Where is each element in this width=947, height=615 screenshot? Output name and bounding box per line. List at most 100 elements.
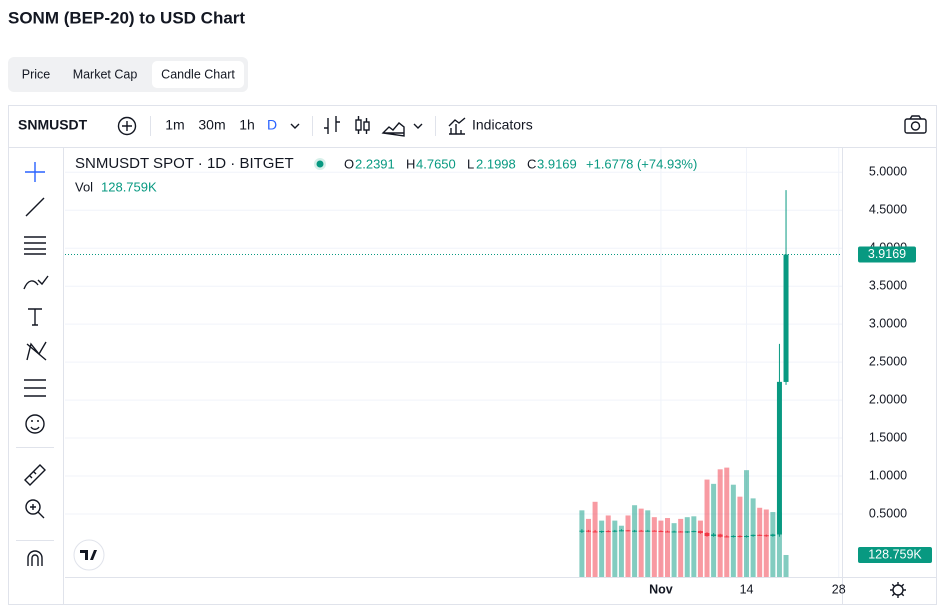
area-icon[interactable] (381, 122, 405, 137)
tab-active-bg (152, 61, 244, 88)
volume-bar (579, 510, 585, 577)
series-title: SNMUSDT SPOT · 1D · BITGET (75, 155, 294, 172)
volume-bar (618, 525, 624, 577)
volume-bar (599, 520, 605, 577)
candle-body (783, 254, 789, 382)
interval[interactable]: 30m (198, 117, 225, 133)
volume-bar (783, 554, 789, 577)
candle-body (612, 530, 618, 532)
volume-value: 128.759K (101, 179, 157, 194)
tab[interactable]: Candle Chart (161, 67, 235, 81)
y-tick-label: 4.5000 (869, 203, 907, 217)
last-price-tag (858, 246, 916, 263)
ohlc-label: C (527, 156, 536, 171)
last-price-label: 3.9169 (868, 247, 906, 261)
candle-body (665, 531, 671, 533)
page-title: SONM (BEP-20) to USD Chart (8, 8, 245, 27)
indicators-button[interactable]: Indicators (472, 117, 533, 133)
pattern-tool[interactable] (26, 341, 47, 361)
y-tick-label: 5.0000 (869, 165, 907, 179)
volume-bar (645, 510, 651, 577)
settings-button[interactable] (890, 582, 906, 598)
ohlc-label: O (344, 156, 354, 171)
candle-body (618, 530, 624, 532)
candle-body (776, 381, 782, 535)
icon-tool[interactable] (25, 414, 45, 434)
bars-icon[interactable] (324, 116, 340, 134)
y-tick-label: 0.5000 (869, 506, 907, 520)
fib-tool[interactable] (24, 236, 46, 255)
last-volume-label: 128.759K (868, 547, 922, 561)
candle-body (770, 534, 776, 536)
zoom-tool[interactable] (25, 499, 45, 519)
forecast-tool[interactable] (24, 379, 46, 397)
candle-body (658, 531, 664, 533)
volume-bar (658, 520, 664, 577)
candle-body (724, 536, 730, 538)
candle-body (744, 535, 750, 537)
candle-body (585, 530, 591, 532)
x-tick-label: 14 (740, 582, 754, 596)
screenshot-button[interactable] (904, 115, 927, 134)
indicators-icon[interactable] (448, 117, 466, 135)
volume-bar (704, 479, 710, 577)
volume-bar (711, 483, 717, 577)
volume-bar (585, 518, 591, 577)
y-tick-label: 3.0000 (869, 316, 907, 330)
volume-bar (717, 469, 723, 577)
symbol[interactable]: SNMUSDT (18, 117, 88, 133)
candle-body (711, 534, 717, 536)
candle-body (625, 530, 631, 532)
tab[interactable]: Market Cap (73, 67, 138, 81)
candle-body (678, 531, 684, 533)
text-tool[interactable] (28, 308, 42, 326)
drawing-tools (16, 162, 54, 566)
crosshair-tool[interactable] (25, 162, 45, 182)
volume-bar (638, 508, 644, 577)
interval[interactable]: 1m (165, 117, 184, 133)
candle-body (750, 534, 756, 536)
volume-bar (678, 518, 684, 577)
volume-bar (770, 512, 776, 577)
volume-bar (691, 516, 697, 577)
ohlc-label: H (406, 156, 415, 171)
y-tick-label: 2.5000 (869, 354, 907, 368)
candle-body (671, 531, 677, 533)
x-tick-label: Nov (649, 582, 673, 596)
candle-body (638, 530, 644, 532)
volume-bar (730, 484, 736, 577)
volume-bar (612, 520, 618, 577)
volume-bar (665, 518, 671, 577)
candle-body (691, 531, 697, 533)
candle-body (651, 530, 657, 532)
candle-body (730, 535, 736, 537)
ohlc-value: 4.7650 (416, 156, 456, 171)
candle-body (697, 531, 703, 533)
candle-body (599, 531, 605, 533)
ohlc-value: 2.2391 (355, 156, 395, 171)
trendline-tool[interactable] (25, 197, 45, 217)
measure-tool[interactable] (24, 464, 46, 486)
volume-label: Vol (75, 179, 93, 194)
status-dot (316, 160, 324, 168)
candle-body (763, 535, 769, 537)
add-symbol[interactable] (117, 116, 137, 136)
candle-body (592, 531, 598, 533)
brush-tool[interactable] (23, 275, 49, 290)
volume-bar (697, 520, 703, 577)
candle-body (632, 530, 638, 532)
volume-bar (625, 515, 631, 577)
volume-bar (651, 517, 657, 577)
magnet-tool[interactable] (27, 550, 43, 566)
volume-bar (605, 515, 611, 577)
ohlc-value: 3.9169 (537, 156, 577, 171)
interval-active[interactable]: D (267, 117, 277, 133)
volume-bar (757, 507, 763, 577)
tab[interactable]: Price (22, 67, 51, 81)
volume-bar (632, 505, 638, 577)
candles-icon[interactable] (355, 116, 370, 134)
chevron[interactable] (413, 123, 423, 129)
interval[interactable]: 1h (239, 117, 255, 133)
chevron[interactable] (290, 123, 300, 129)
